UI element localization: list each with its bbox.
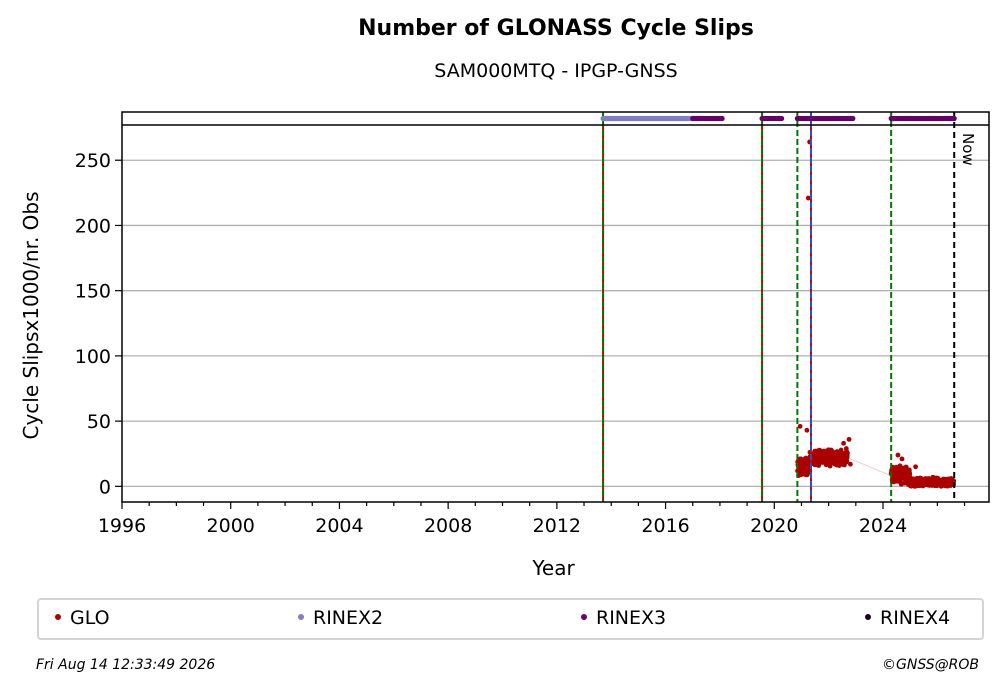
glo-point [931,481,936,487]
y-tick-label: 50 [87,411,111,433]
x-tick-label: 2000 [207,515,255,537]
glo-point [893,470,899,476]
glo-point [813,451,818,457]
availability-point-rinex3 [951,115,957,122]
glo-point [828,447,834,453]
glo-point [893,464,899,470]
glo-point [803,461,809,467]
legend-marker-rinex2 [298,613,304,620]
x-tick-label: 2012 [533,515,581,537]
legend-label: GLO [70,607,110,629]
glo-point [916,483,922,489]
y-tick-label: 250 [75,150,111,172]
glo-point [840,462,846,467]
availability-point-rinex3 [779,115,785,122]
glo-point [817,447,823,453]
glo-point [839,455,845,461]
legend-item-rinex2: RINEX2 [298,607,383,629]
glo-point [922,479,928,485]
legend-item-glo: GLO [55,607,110,629]
glo-point [899,456,905,462]
glo-point [818,459,824,465]
y-tick-label: 100 [75,346,111,368]
glo-point [843,446,849,451]
y-tick-label: 0 [99,476,111,498]
availability-point-rinex3 [719,115,725,122]
now-label: Now [959,133,977,166]
glo-point [797,468,803,473]
x-axis-label: Year [531,556,575,580]
glo-point [895,452,901,458]
glo-point [797,423,803,429]
glo-point [804,472,810,478]
glo-point [939,482,945,488]
glo-point [841,440,846,446]
y-tick-label: 150 [75,281,111,303]
glo-point [823,460,829,466]
x-tick-label: 2016 [641,515,689,537]
x-tick-label: 1996 [98,515,146,537]
glo-point [899,465,905,471]
glo-point [897,473,903,479]
glo-point [907,477,913,483]
chart-legend: GLO RINEX2 RINEX3 RINEX4 [37,598,984,640]
glo-trend-line [847,457,892,477]
chart-plot: Now 1996 2000 2004 2008 2012 2016 2020 2024 0 50 10… [19,111,990,580]
availability-point-rinex3 [850,115,856,122]
glo-point [800,471,805,477]
glo-point [835,462,840,467]
glo-point [847,461,853,467]
glo-point [936,479,942,485]
glo-point [846,436,852,442]
glo-point [805,195,811,201]
glo-point [944,482,950,488]
glo-point [811,456,816,462]
glo-point [838,447,844,453]
legend-marker-rinex3 [581,613,587,620]
glo-point [913,464,919,470]
y-axis-label: Cycle Slipsx1000/nr. Obs [19,191,43,439]
legend-label: RINEX4 [880,607,951,629]
x-tick-label: 2004 [315,515,363,537]
chart-title: Number of GLONASS Cycle Slips [358,16,754,41]
legend-item-rinex4: RINEX4 [865,607,950,629]
footer-credit: ©GNSS@ROB [882,657,979,673]
glo-point [824,448,830,454]
x-tick-label: 2024 [859,515,907,537]
glo-point [831,451,837,457]
legend-marker-rinex4 [865,613,871,620]
glo-point [804,427,810,433]
glo-point [844,449,850,455]
glo-point [844,458,850,464]
legend-item-rinex3: RINEX3 [581,607,666,629]
glo-point [901,474,907,480]
x-tick-label: 2020 [750,515,798,537]
glo-point [828,454,834,460]
y-tick-label: 200 [75,215,111,237]
glo-point [833,455,839,461]
legend-label: RINEX3 [596,607,667,629]
glo-point [946,476,951,482]
plot-frame [121,111,990,503]
glo-point [797,459,803,464]
chart-subtitle: SAM000MTQ - IPGP-GNSS [434,60,678,82]
glo-point [813,462,819,468]
x-tick-label: 2008 [424,515,472,537]
footer-timestamp: Fri Aug 14 12:33:49 2026 [36,657,216,673]
legend-label: RINEX2 [313,607,384,629]
legend-marker-glo [55,613,61,620]
glo-point [948,480,954,486]
